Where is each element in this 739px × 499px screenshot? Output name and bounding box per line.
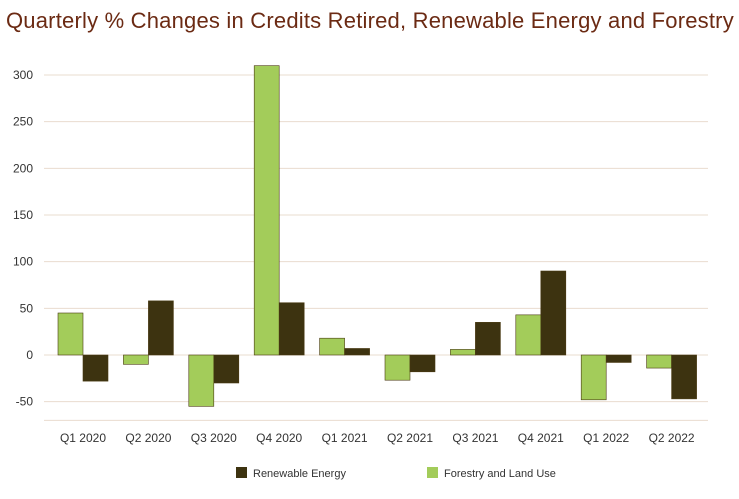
- bar-forestry: [450, 349, 476, 356]
- bar-renewable: [148, 300, 174, 356]
- bar-renewable: [409, 354, 436, 373]
- chart-title: Quarterly % Changes in Credits Retired, …: [6, 8, 734, 33]
- bar-forestry: [253, 65, 280, 356]
- y-tick-label: 100: [13, 255, 33, 269]
- bar-renewable: [671, 354, 697, 400]
- legend-label: Renewable Energy: [253, 468, 346, 480]
- bar-renewable: [213, 354, 240, 384]
- legend-swatch: [236, 467, 247, 478]
- bar-forestry: [384, 354, 411, 381]
- x-tick-label: Q1 2020: [60, 431, 106, 445]
- bar-forestry: [57, 312, 84, 356]
- x-tick-label: Q3 2020: [191, 431, 237, 445]
- x-tick-label: Q4 2021: [518, 431, 564, 445]
- y-tick-label: 0: [26, 348, 33, 362]
- bar-renewable: [540, 270, 567, 356]
- bar-renewable: [278, 302, 305, 356]
- y-axis-ticks: 300 250 200 150 100 50 0 -50: [13, 68, 33, 409]
- legend-swatch: [427, 467, 438, 478]
- bar-forestry: [515, 314, 542, 356]
- bar-forestry: [188, 354, 215, 407]
- bar-renewable: [344, 348, 370, 356]
- y-tick-label: 50: [20, 301, 34, 315]
- bar-forestry: [319, 337, 345, 356]
- x-tick-label: Q1 2022: [583, 431, 629, 445]
- y-tick-label: 300: [13, 68, 33, 82]
- x-tick-label: Q1 2021: [322, 431, 368, 445]
- legend-label: Forestry and Land Use: [444, 468, 556, 480]
- legend: Renewable Energy Forestry and Land Use: [236, 467, 556, 480]
- bars: [57, 65, 697, 407]
- bar-renewable: [605, 354, 632, 363]
- x-tick-label: Q4 2020: [256, 431, 302, 445]
- x-axis-ticks: Q1 2020 Q2 2020 Q3 2020 Q4 2020 Q1 2021 Q2 20…: [60, 431, 695, 445]
- bar-forestry: [123, 354, 149, 365]
- bar-forestry: [580, 354, 607, 401]
- bar-renewable: [82, 354, 109, 382]
- y-tick-label: -50: [16, 395, 34, 409]
- x-tick-label: Q2 2022: [649, 431, 695, 445]
- bar-forestry: [646, 354, 672, 369]
- y-tick-label: 150: [13, 208, 33, 222]
- bar-renewable: [475, 322, 501, 356]
- x-tick-label: Q2 2021: [387, 431, 433, 445]
- x-tick-label: Q3 2021: [452, 431, 498, 445]
- x-tick-label: Q2 2020: [125, 431, 171, 445]
- y-tick-label: 200: [13, 161, 33, 175]
- grid-lines: [44, 74, 708, 421]
- y-tick-label: 250: [13, 115, 33, 129]
